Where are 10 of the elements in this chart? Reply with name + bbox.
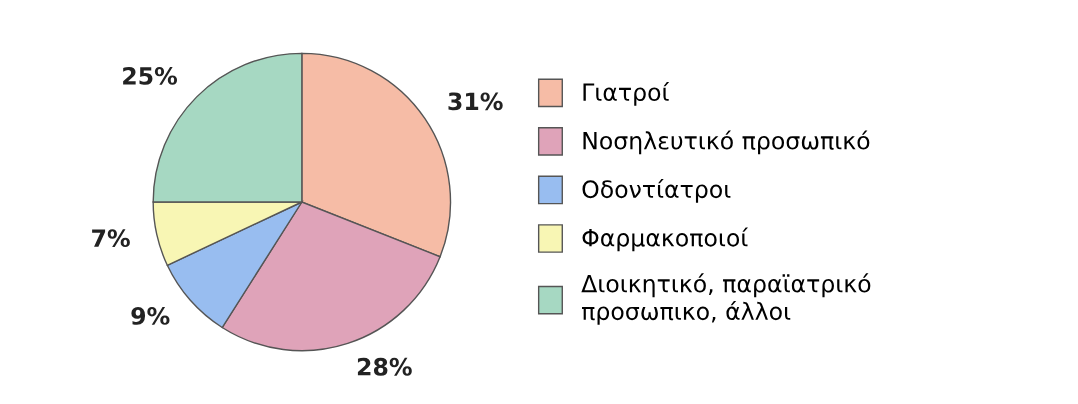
data-label: 25%	[123, 66, 178, 85]
data-label: 7%	[92, 229, 130, 248]
legend-label: Γιατροί	[583, 81, 670, 106]
data-label: 9%	[131, 307, 170, 325]
data-label: 28%	[357, 357, 412, 376]
legend-label: Οδοντίατροι	[582, 178, 731, 203]
legend-label: Φαρμακοποιοί	[582, 227, 748, 252]
legend-label: Διοικητικό, παραϊατρικό προσωπικο, άλλοι	[581, 273, 871, 325]
data-label: 31%	[448, 92, 503, 111]
legend-label: Νοσηλευτικό προσωπικό	[583, 130, 870, 155]
